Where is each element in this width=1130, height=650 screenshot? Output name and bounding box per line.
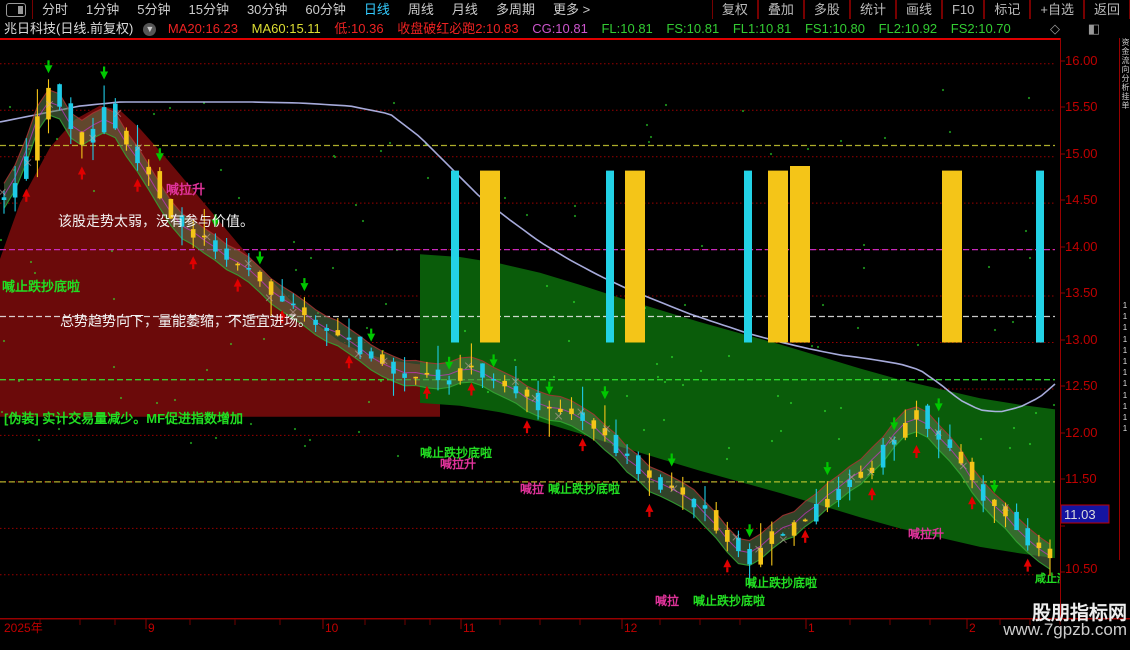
svg-text:该股走势太弱，没有参与价值。: 该股走势太弱，没有参与价值。 [58,213,254,229]
svg-text:10.50: 10.50 [1065,561,1098,576]
svg-text:喊拉升: 喊拉升 [908,526,944,541]
svg-text:11.50: 11.50 [1065,471,1097,486]
svg-text:9: 9 [148,621,155,635]
svg-text:12.00: 12.00 [1065,425,1098,440]
svg-text:喊拉升: 喊拉升 [166,182,205,197]
svg-text:喊止跌抄底啦: 喊止跌抄底啦 [2,279,80,294]
svg-text:14.50: 14.50 [1065,192,1098,207]
svg-text:15.00: 15.00 [1065,146,1098,161]
svg-text:喊拉升: 喊拉升 [440,456,476,471]
svg-text:16.00: 16.00 [1065,53,1098,68]
svg-text:喊止跌抄底啦: 喊止跌抄底啦 [548,481,620,496]
svg-text:咸止涨: 咸止涨 [1035,571,1060,585]
svg-text:2025年: 2025年 [4,621,43,635]
svg-text:10: 10 [325,621,339,635]
svg-text:[伪装] 实计交易量减少。MF促进指数增加: [伪装] 实计交易量减少。MF促进指数增加 [4,411,243,426]
svg-text:喊拉: 喊拉 [655,593,679,608]
svg-text:11: 11 [463,621,476,635]
svg-text:总势趋势向下，量能萎缩，不适宜进场。: 总势趋势向下，量能萎缩，不适宜进场。 [60,313,312,329]
svg-text:喊止跌抄底啦: 喊止跌抄底啦 [693,593,765,608]
svg-text:喊拉: 喊拉 [520,481,544,496]
svg-text:13.00: 13.00 [1065,332,1098,347]
svg-text:14.00: 14.00 [1065,239,1098,254]
svg-text:13.50: 13.50 [1065,285,1098,300]
svg-text:1: 1 [808,621,815,635]
svg-text:11.03: 11.03 [1064,507,1096,522]
svg-text:12.50: 12.50 [1065,378,1098,393]
svg-text:喊止跌抄底啦: 喊止跌抄底啦 [745,575,817,590]
svg-text:15.50: 15.50 [1065,99,1098,114]
svg-text:12: 12 [624,621,638,635]
